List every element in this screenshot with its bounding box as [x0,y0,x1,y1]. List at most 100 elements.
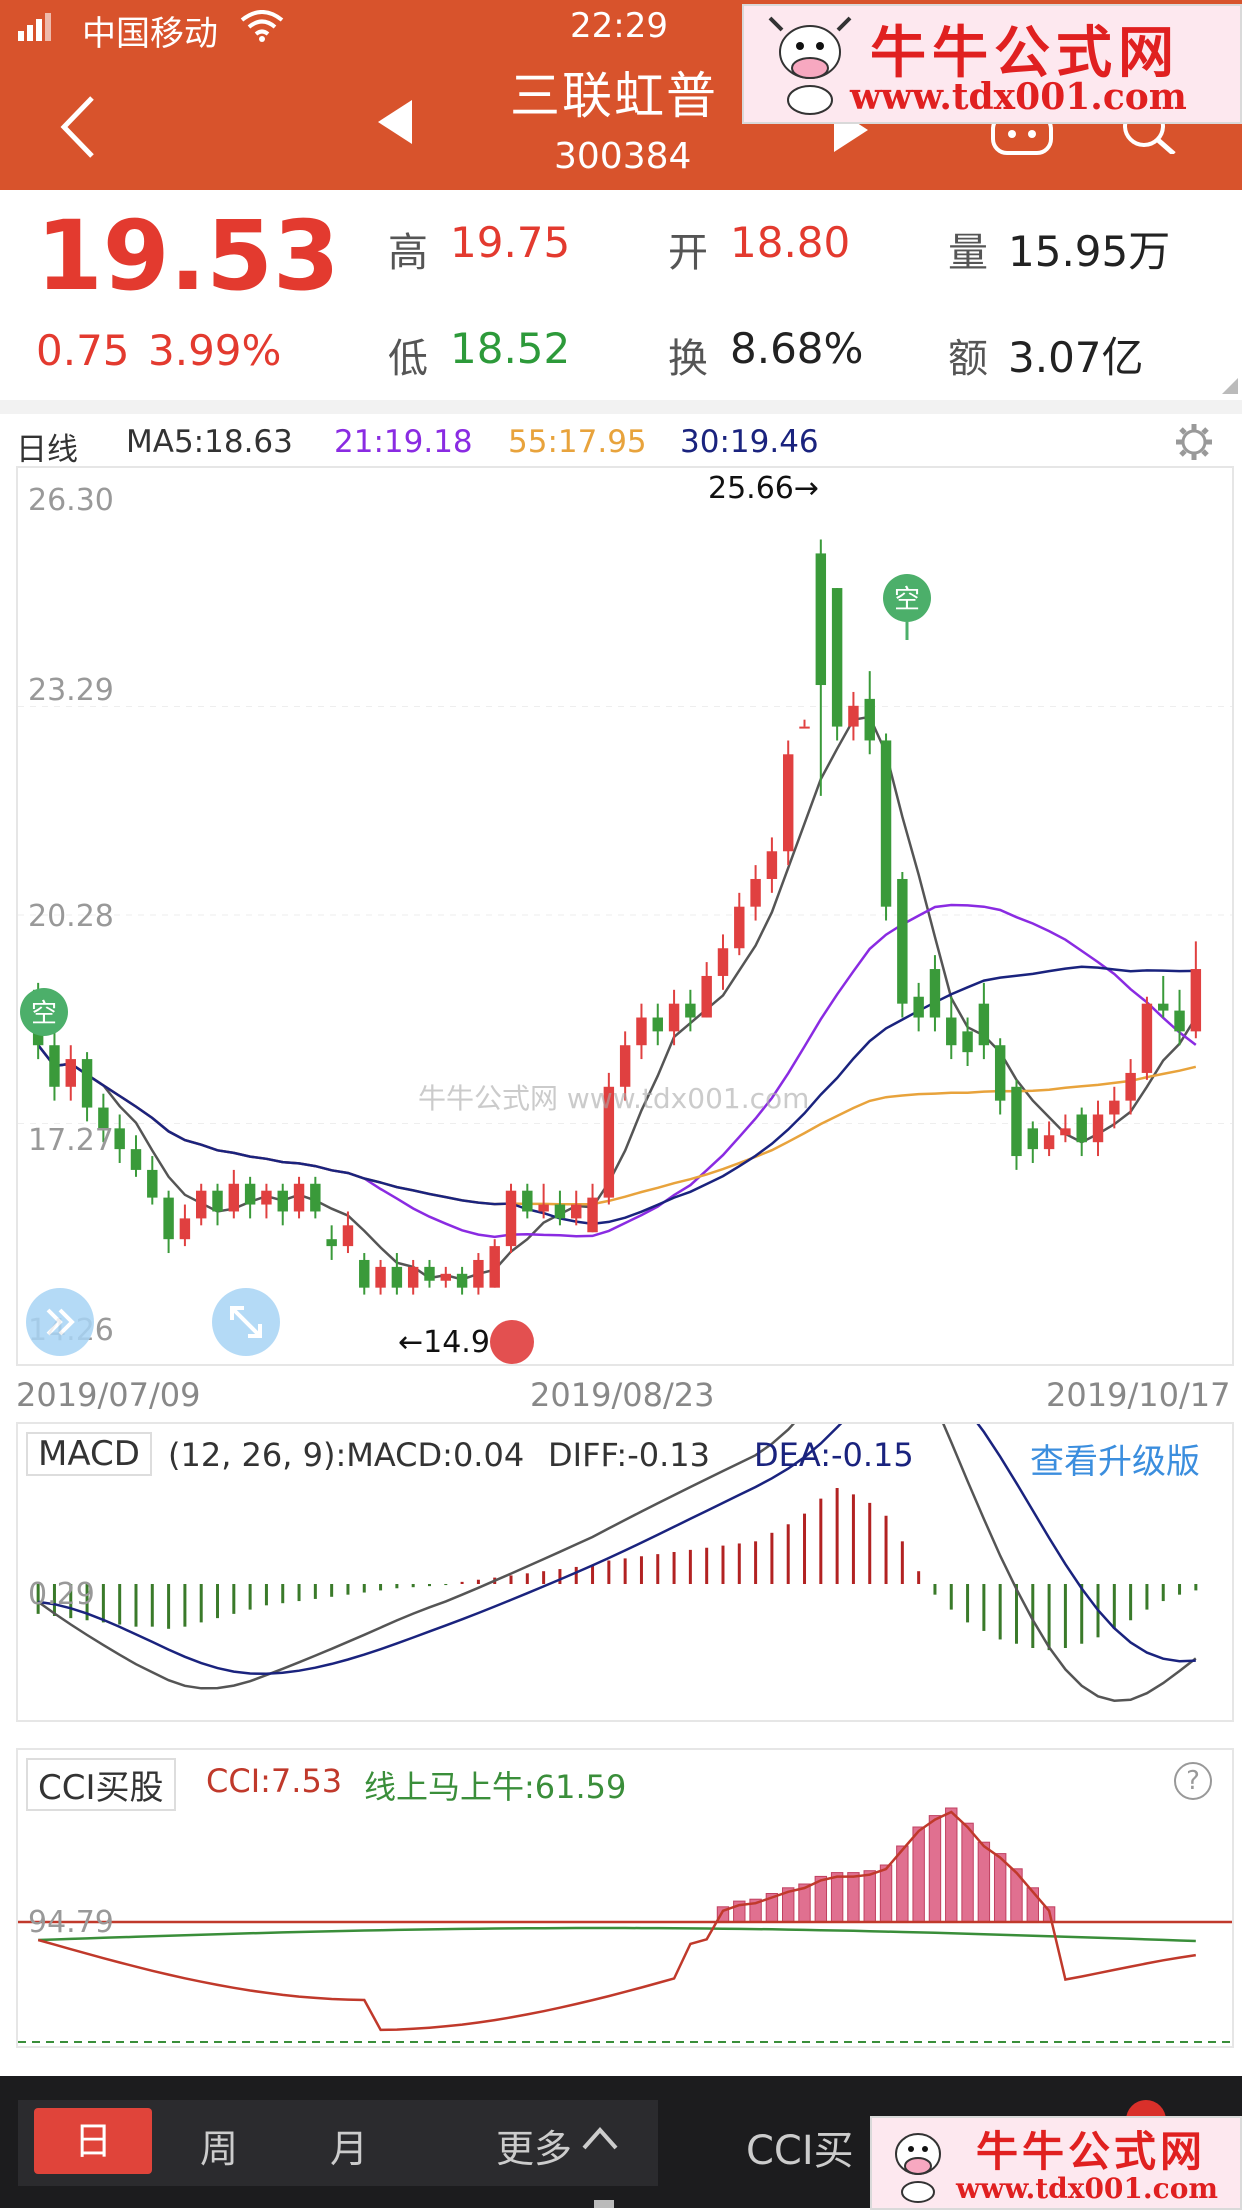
tab-month[interactable]: 月 [330,2127,369,2171]
expand-corner-icon[interactable] [1222,378,1238,394]
candle [1027,1121,1039,1163]
candle [489,1239,500,1288]
indicator-tab[interactable]: CCI买 [746,2128,854,2174]
turnover-label: 换 [668,336,708,382]
candle [473,1253,484,1295]
candle [815,539,827,796]
cci-bar [961,1822,974,1923]
candle [130,1135,142,1177]
macd-chart: 0.29 [28,1330,1198,1702]
cci-bar [912,1826,925,1923]
candle [277,1183,288,1226]
candle [603,1072,615,1205]
y-tick-label: 17.27 [28,1123,114,1158]
candle [1109,1086,1120,1129]
cci-bar [977,1841,991,1923]
sell-signal-marker: 空 [883,574,931,640]
cci-bar [945,1807,958,1923]
svg-text:空: 空 [31,999,57,1029]
cci-bar [993,1853,1007,1923]
macd-indicator-button[interactable]: MACD [26,1432,152,1476]
candle [913,982,924,1032]
divider [0,400,1242,414]
bull-line [38,1926,1196,1943]
period-label[interactable]: 日线 [16,432,78,468]
candle [929,955,941,1032]
candle [1190,941,1202,1039]
candle [326,1225,337,1260]
ma5-label: MA5:18.63 [126,424,293,460]
cci-indicator-button[interactable]: CCI买股 [26,1758,176,1811]
cci-bar [863,1870,876,1923]
candle [195,1183,207,1226]
expand-icon [230,1306,262,1338]
clock: 22:29 [570,6,668,46]
ma30-line [37,965,1196,1226]
kline-chart[interactable]: 26.30 23.29 20.28 17.27 14.26 25.66→ ←14… [18,468,1232,1364]
stock-code: 300384 [554,136,692,177]
upgrade-link[interactable]: 查看升级版 [1030,1442,1200,1482]
cci-line [37,1810,1196,2032]
candle [1174,989,1185,1046]
tab-day[interactable]: 日 [34,2108,152,2174]
cci-chart: 94.79 [18,1807,1232,2043]
tab-more[interactable]: 更多 [496,2127,573,2171]
candle [734,892,745,956]
candle [962,1017,973,1067]
cci-panel[interactable]: 94.79 CCI买股 CCI:7.53 线上马上牛:61.59 ? [16,1748,1234,2048]
candle [571,1190,582,1226]
candle [1060,1114,1071,1143]
candle [554,1190,566,1226]
candle [391,1253,403,1295]
gear-icon[interactable] [1174,422,1214,462]
candle [799,719,810,729]
candle [98,1093,109,1143]
kline-panel[interactable]: 26.30 23.29 20.28 17.27 14.26 25.66→ ←14… [16,466,1234,1366]
cci-bull-line-value: 线上马上牛:61.59 [364,1768,627,1806]
candle [717,934,729,990]
ma21-label: 21:19.18 [334,424,473,460]
home-indicator [594,2200,614,2208]
candle [424,1259,435,1288]
y-tick-label: 23.29 [28,673,114,708]
macd-diff: DIFF:-0.13 [548,1436,710,1474]
candle [81,1052,93,1122]
candle [407,1259,419,1295]
candle [619,1031,631,1101]
cow-mascot-icon [895,2133,941,2203]
candle [1158,975,1169,1018]
sell-signal-marker: 空 [20,988,68,1036]
volume-value: 15.95万 [1008,227,1171,276]
low-value: 18.52 [450,324,571,373]
chevron-up-icon[interactable] [582,2126,618,2150]
date-end: 2019/10/17 [1046,1376,1231,1414]
candle [359,1253,370,1295]
candle [522,1183,533,1219]
fullscreen-button[interactable] [212,1288,280,1356]
back-button[interactable] [58,92,98,166]
candle [782,740,794,866]
date-mid: 2019/08/23 [530,1376,715,1414]
macd-dea: DEA:-0.15 [754,1436,914,1474]
price-change-pct: 3.99% [148,326,282,375]
macd-params: (12, 26, 9):MACD:0.04 [168,1436,525,1474]
help-icon[interactable]: ? [1174,1762,1212,1800]
candle [49,1031,60,1101]
candle [652,1003,663,1046]
watermark-url: www.tdx001.com [956,2172,1218,2205]
dea-line [38,1372,1196,1676]
cci-bar [847,1872,860,1923]
y-tick-label: 26.30 [28,483,114,518]
open-value: 18.80 [730,218,851,267]
macd-panel[interactable]: 0.29 MACD (12, 26, 9):MACD:0.04 DIFF:-0.… [16,1330,1234,1722]
candle [766,837,778,893]
candle [1043,1121,1055,1157]
tab-week[interactable]: 周 [200,2127,239,2171]
scroll-left-button[interactable] [26,1288,94,1356]
diff-line [37,1330,1197,1702]
watermark-brand: 牛牛公式网 [976,2127,1207,2176]
cci-value: CCI:7.53 [206,1762,343,1800]
prev-stock-button[interactable] [378,100,414,148]
candle [880,733,892,921]
candle [310,1176,321,1219]
